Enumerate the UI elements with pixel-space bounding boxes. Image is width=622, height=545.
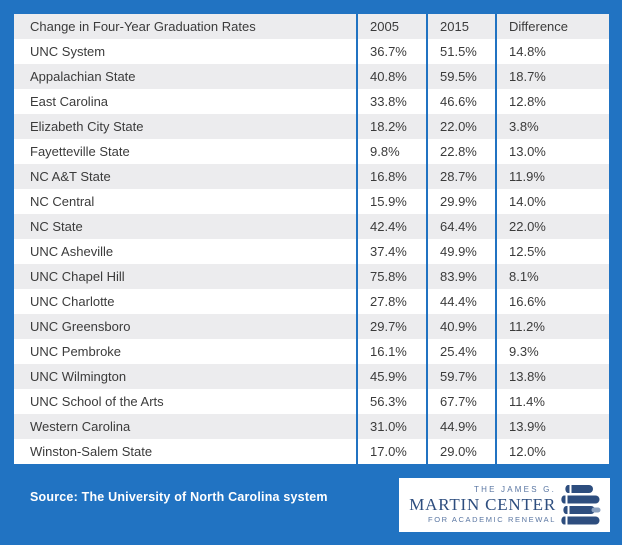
table-row: Elizabeth City State 18.2% 22.0% 3.8% — [14, 114, 609, 139]
value-2005: 56.3% — [356, 389, 426, 414]
source-attribution: Source: The University of North Carolina… — [30, 490, 328, 504]
value-2015: 29.0% — [426, 439, 495, 464]
logo-text-block: THE JAMES G. MARTIN CENTER FOR ACADEMIC … — [409, 485, 556, 524]
value-2015: 59.7% — [426, 364, 495, 389]
value-difference: 11.9% — [495, 164, 609, 189]
school-name: UNC Wilmington — [30, 369, 127, 384]
school-name: NC A&T State — [30, 169, 111, 184]
value-2015: 83.9% — [426, 264, 495, 289]
column-header-2015: 2015 — [426, 14, 495, 39]
value-2005: 29.7% — [356, 314, 426, 339]
value-2005: 27.8% — [356, 289, 426, 314]
martin-center-logo: THE JAMES G. MARTIN CENTER FOR ACADEMIC … — [399, 478, 610, 532]
logo-line-for-academic-renewal: FOR ACADEMIC RENEWAL — [428, 514, 556, 524]
value-2015: 22.8% — [426, 139, 495, 164]
value-2015: 40.9% — [426, 314, 495, 339]
table-row: UNC Wilmington 45.9% 59.7% 13.8% — [14, 364, 609, 389]
school-name: UNC System — [30, 44, 106, 59]
value-difference: 8.1% — [495, 264, 609, 289]
value-2015: 46.6% — [426, 89, 495, 114]
value-2005: 17.0% — [356, 439, 426, 464]
value-difference: 13.0% — [495, 139, 609, 164]
value-2005: 16.1% — [356, 339, 426, 364]
value-difference: 13.8% — [495, 364, 609, 389]
table-title: Change in Four-Year Graduation Rates — [30, 19, 256, 34]
school-name: UNC Chapel Hill — [30, 269, 125, 284]
value-2005: 18.2% — [356, 114, 426, 139]
graduation-rates-table: Change in Four-Year Graduation Rates 200… — [14, 14, 609, 464]
value-2005: 15.9% — [356, 189, 426, 214]
table-row: NC State 42.4% 64.4% 22.0% — [14, 214, 609, 239]
value-2015: 49.9% — [426, 239, 495, 264]
logo-line-the-james-g: THE JAMES G. — [474, 485, 556, 495]
value-difference: 9.3% — [495, 339, 609, 364]
value-2015: 25.4% — [426, 339, 495, 364]
column-header-2005: 2005 — [356, 14, 426, 39]
table-row: East Carolina 33.8% 46.6% 12.8% — [14, 89, 609, 114]
value-difference: 12.8% — [495, 89, 609, 114]
value-difference: 11.2% — [495, 314, 609, 339]
table-row: Winston-Salem State 17.0% 29.0% 12.0% — [14, 439, 609, 464]
school-name: East Carolina — [30, 94, 109, 109]
book-stack-icon — [559, 484, 603, 526]
value-2015: 44.9% — [426, 414, 495, 439]
value-2015: 44.4% — [426, 289, 495, 314]
value-difference: 14.8% — [495, 39, 609, 64]
value-difference: 22.0% — [495, 214, 609, 239]
value-2015: 51.5% — [426, 39, 495, 64]
value-2005: 40.8% — [356, 64, 426, 89]
value-2005: 75.8% — [356, 264, 426, 289]
school-name: UNC School of the Arts — [30, 394, 164, 409]
school-name: Fayetteville State — [30, 144, 130, 159]
value-difference: 12.0% — [495, 439, 609, 464]
school-name: UNC Charlotte — [30, 294, 115, 309]
table-row: UNC Charlotte 27.8% 44.4% 16.6% — [14, 289, 609, 314]
school-name: NC State — [30, 219, 83, 234]
value-difference: 18.7% — [495, 64, 609, 89]
table-body: UNC System 36.7% 51.5% 14.8% Appalachian… — [14, 39, 609, 464]
school-name: Appalachian State — [30, 69, 136, 84]
value-2015: 64.4% — [426, 214, 495, 239]
value-difference: 16.6% — [495, 289, 609, 314]
column-header-difference: Difference — [495, 14, 609, 39]
value-2005: 9.8% — [356, 139, 426, 164]
table-row: NC A&T State 16.8% 28.7% 11.9% — [14, 164, 609, 189]
value-2005: 37.4% — [356, 239, 426, 264]
value-difference: 11.4% — [495, 389, 609, 414]
table-row: Fayetteville State 9.8% 22.8% 13.0% — [14, 139, 609, 164]
value-2005: 45.9% — [356, 364, 426, 389]
school-name: Winston-Salem State — [30, 444, 153, 459]
table-row: UNC Greensboro 29.7% 40.9% 11.2% — [14, 314, 609, 339]
value-2015: 22.0% — [426, 114, 495, 139]
school-name: UNC Greensboro — [30, 319, 131, 334]
table-row: UNC Pembroke 16.1% 25.4% 9.3% — [14, 339, 609, 364]
school-name: UNC Asheville — [30, 244, 114, 259]
table-row: UNC School of the Arts 56.3% 67.7% 11.4% — [14, 389, 609, 414]
value-2005: 42.4% — [356, 214, 426, 239]
table-row: NC Central 15.9% 29.9% 14.0% — [14, 189, 609, 214]
table-row: Appalachian State 40.8% 59.5% 18.7% — [14, 64, 609, 89]
table-row: Western Carolina 31.0% 44.9% 13.9% — [14, 414, 609, 439]
school-name: NC Central — [30, 194, 95, 209]
table-row: UNC Chapel Hill 75.8% 83.9% 8.1% — [14, 264, 609, 289]
table-row: UNC Asheville 37.4% 49.9% 12.5% — [14, 239, 609, 264]
school-name: Elizabeth City State — [30, 119, 144, 134]
logo-line-martin-center: MARTIN CENTER — [409, 494, 556, 514]
value-2015: 59.5% — [426, 64, 495, 89]
school-name: Western Carolina — [30, 419, 131, 434]
value-2015: 28.7% — [426, 164, 495, 189]
value-2005: 16.8% — [356, 164, 426, 189]
table-header-row: Change in Four-Year Graduation Rates 200… — [14, 14, 609, 39]
table-row: UNC System 36.7% 51.5% 14.8% — [14, 39, 609, 64]
value-2015: 67.7% — [426, 389, 495, 414]
value-2005: 33.8% — [356, 89, 426, 114]
school-name: UNC Pembroke — [30, 344, 122, 359]
value-difference: 14.0% — [495, 189, 609, 214]
value-difference: 12.5% — [495, 239, 609, 264]
value-2005: 36.7% — [356, 39, 426, 64]
value-difference: 3.8% — [495, 114, 609, 139]
value-2015: 29.9% — [426, 189, 495, 214]
value-difference: 13.9% — [495, 414, 609, 439]
value-2005: 31.0% — [356, 414, 426, 439]
